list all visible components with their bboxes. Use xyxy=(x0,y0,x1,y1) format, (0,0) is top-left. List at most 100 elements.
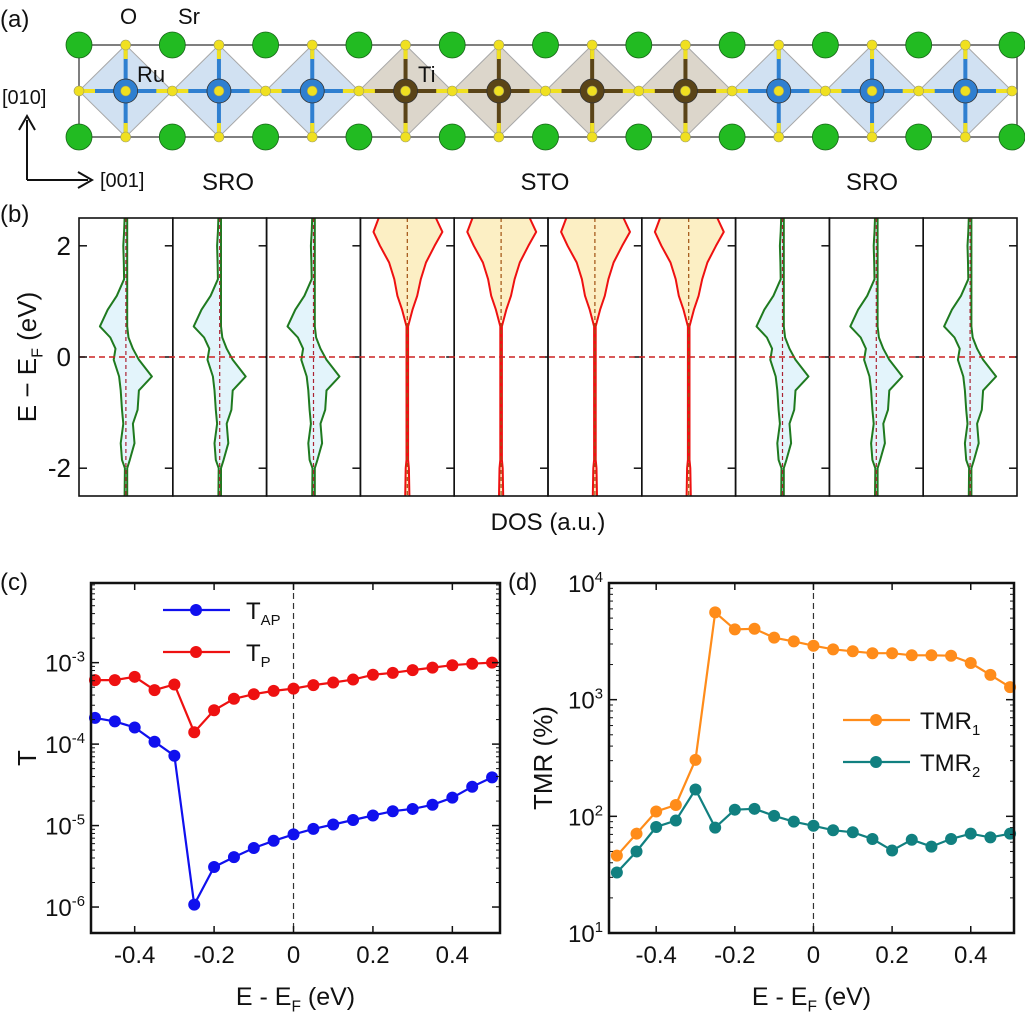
O-atom xyxy=(493,131,505,143)
data-point xyxy=(208,861,221,874)
data-point xyxy=(287,828,300,841)
legend-marker xyxy=(870,756,882,768)
dos-curve-left xyxy=(192,217,220,497)
Sr-atom xyxy=(438,31,466,59)
data-point xyxy=(247,842,260,855)
panel-label-c: (c) xyxy=(0,569,28,596)
O-atom xyxy=(167,85,178,97)
data-point xyxy=(610,866,623,879)
data-point xyxy=(689,753,702,766)
label-O: O xyxy=(120,4,137,29)
data-point xyxy=(108,674,121,687)
legend-marker xyxy=(190,604,202,616)
O-atom xyxy=(680,131,691,143)
data-point xyxy=(148,735,161,748)
x-tick-label: -0.4 xyxy=(114,942,155,969)
Sr-atom xyxy=(532,31,559,59)
data-point xyxy=(807,819,820,832)
y-tick-label: 10-3 xyxy=(45,650,85,678)
O-atom xyxy=(213,39,225,51)
O-atom xyxy=(213,131,225,143)
data-point xyxy=(984,668,997,681)
data-point xyxy=(886,844,899,857)
O-atom xyxy=(400,39,411,51)
y-tick-label: 10-6 xyxy=(45,894,85,922)
region-label-SRO: SRO xyxy=(202,169,254,196)
label-Ru: Ru xyxy=(137,62,165,87)
region-label-SRO: SRO xyxy=(846,169,898,196)
data-point xyxy=(669,799,682,812)
data-point xyxy=(945,649,958,662)
data-point xyxy=(307,822,320,835)
data-point xyxy=(426,798,439,811)
data-point xyxy=(148,684,161,697)
Sr-atom xyxy=(812,31,839,59)
dos-curve-right xyxy=(782,218,810,496)
x-tick-label: 0 xyxy=(287,942,300,969)
data-point xyxy=(366,668,379,681)
data-point xyxy=(669,814,682,827)
Sr-atom xyxy=(998,123,1025,151)
data-point xyxy=(347,673,360,686)
x-tick-label: -0.2 xyxy=(714,942,755,969)
O-atom xyxy=(73,85,85,97)
O-atom xyxy=(773,39,785,51)
data-point xyxy=(386,805,399,818)
dos-subpanel-6 xyxy=(547,217,643,497)
O-atom xyxy=(120,131,131,143)
data-point xyxy=(610,849,623,862)
data-point xyxy=(748,802,761,815)
dos-curve-left xyxy=(98,217,126,497)
data-point xyxy=(846,826,859,839)
data-point xyxy=(366,809,379,822)
O-atom xyxy=(213,85,225,97)
dos-curve-right xyxy=(500,217,538,497)
dos-curve-right xyxy=(126,218,153,496)
data-point xyxy=(728,623,741,636)
dos-curve-right xyxy=(970,218,998,496)
x-tick-label: -0.4 xyxy=(636,942,677,969)
O-atom xyxy=(306,85,318,97)
O-atom xyxy=(633,85,645,97)
O-atom xyxy=(306,39,318,51)
O-atom xyxy=(960,39,971,51)
data-point xyxy=(964,827,977,840)
data-point xyxy=(630,845,643,858)
dos-curve-left xyxy=(286,217,314,497)
dos-curve-right xyxy=(407,217,444,497)
y-tick-label: 2 xyxy=(57,231,71,261)
O-atom xyxy=(680,85,691,97)
region-label-STO: STO xyxy=(521,169,570,196)
direction-arrows-icon xyxy=(18,113,95,189)
label-Sr: Sr xyxy=(178,4,200,29)
x-tick-label: 0 xyxy=(807,942,820,969)
data-point xyxy=(650,821,663,834)
data-point xyxy=(267,834,280,847)
O-atom xyxy=(913,85,925,97)
data-point xyxy=(827,643,840,656)
data-point xyxy=(846,645,859,658)
data-point xyxy=(227,692,240,705)
data-point xyxy=(768,631,781,644)
data-point xyxy=(768,809,781,822)
data-point xyxy=(630,827,643,840)
data-point xyxy=(168,749,181,762)
data-point xyxy=(787,635,800,648)
data-point xyxy=(327,676,340,689)
Sr-atom xyxy=(252,31,280,59)
data-point xyxy=(827,824,840,837)
O-atom xyxy=(586,39,598,51)
data-point xyxy=(689,783,702,796)
y-tick-label: 103 xyxy=(568,687,603,715)
Sr-atom xyxy=(625,123,653,151)
data-point xyxy=(964,657,977,670)
data-point xyxy=(984,831,997,844)
O-atom xyxy=(493,39,505,51)
x-tick-label: 0.4 xyxy=(954,942,987,969)
O-atom xyxy=(260,85,271,97)
O-atom xyxy=(400,85,411,97)
data-point xyxy=(188,726,201,739)
y-tick-label: 104 xyxy=(568,570,603,598)
axis-label-001: [001] xyxy=(100,170,144,192)
